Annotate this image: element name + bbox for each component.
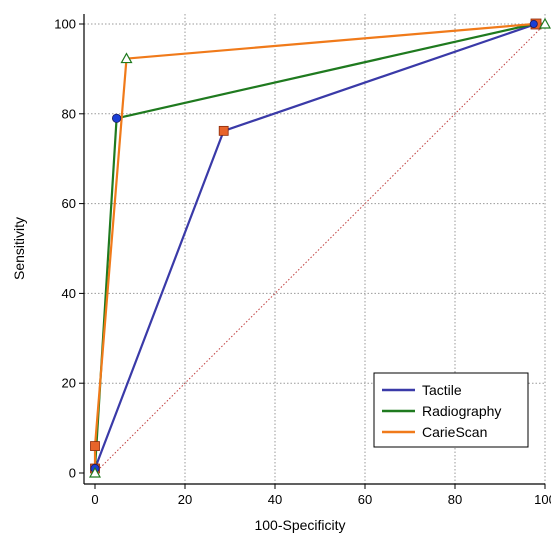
- data-point-tactile: [218, 125, 229, 136]
- x-tick-label: 20: [178, 492, 192, 507]
- y-tick-label: 60: [62, 196, 76, 211]
- legend-label-radiography: Radiography: [422, 403, 501, 419]
- x-tick-label: 80: [448, 492, 462, 507]
- data-point-end-radiography: [529, 19, 538, 28]
- tick-labels: 0 20 40 60 80 100 0 20 40 60 80 100: [54, 17, 551, 508]
- y-tick-label: 80: [62, 106, 76, 121]
- y-tick-label: 100: [54, 17, 76, 32]
- y-tick-label: 40: [62, 286, 76, 301]
- data-point-cariescan: [90, 441, 100, 451]
- data-point-cariescan: [120, 52, 133, 64]
- y-axis-title: Sensitivity: [11, 217, 27, 280]
- legend: Tactile Radiography CarieScan: [373, 372, 529, 448]
- x-axis-title: 100-Specificity: [254, 517, 345, 533]
- y-tick-label: 20: [62, 376, 76, 391]
- grid: [84, 14, 546, 484]
- diagonal-reference-line: [94, 23, 546, 474]
- data-point-radiography: [112, 113, 122, 123]
- x-tick-label: 60: [358, 492, 372, 507]
- series-markers: [88, 17, 551, 478]
- y-tick-label: 0: [69, 466, 76, 481]
- axes: [83, 14, 545, 485]
- x-tick-label: 0: [91, 492, 98, 507]
- data-point-end-carie-scan: [538, 17, 551, 29]
- data-point-origin: [88, 466, 102, 478]
- x-tick-label: 40: [268, 492, 282, 507]
- x-tick-label: 100: [534, 492, 551, 507]
- legend-label-tactile: Tactile: [422, 382, 462, 398]
- reference-line: [94, 23, 546, 474]
- legend-label-cariescan: CarieScan: [422, 424, 487, 440]
